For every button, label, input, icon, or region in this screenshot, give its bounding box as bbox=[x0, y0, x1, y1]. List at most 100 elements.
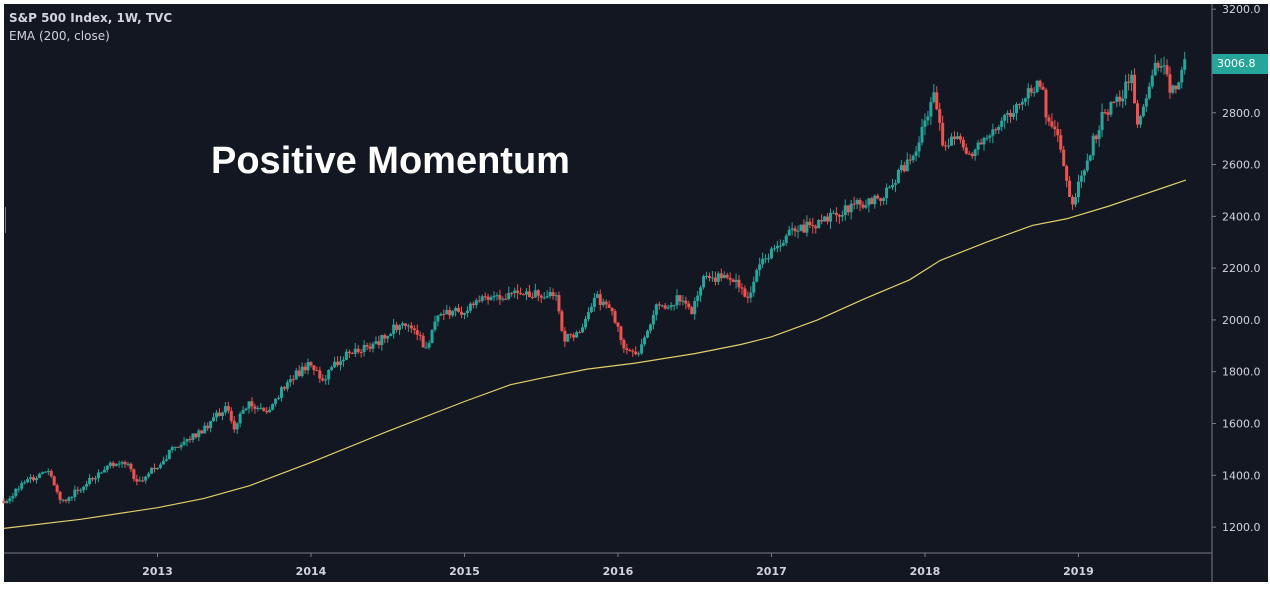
candle bbox=[185, 438, 189, 447]
candle bbox=[309, 361, 313, 368]
candle bbox=[389, 332, 393, 337]
candle bbox=[973, 148, 977, 161]
candle bbox=[802, 219, 806, 233]
candle bbox=[144, 475, 148, 484]
candle bbox=[693, 297, 697, 320]
price-tick-label: 1800.0 bbox=[1222, 366, 1261, 379]
candle bbox=[852, 196, 856, 210]
candle bbox=[55, 483, 59, 495]
price-axis[interactable]: 1200.0 1400.0 1600.0 1800.0 2000.0 2200.0 2400… bbox=[1212, 3, 1261, 534]
candle bbox=[1094, 134, 1098, 144]
candle bbox=[566, 333, 570, 343]
candle bbox=[1124, 74, 1128, 106]
candle bbox=[61, 498, 65, 503]
candle bbox=[595, 291, 599, 299]
candle bbox=[1180, 66, 1184, 89]
candle bbox=[734, 273, 738, 289]
candle bbox=[1076, 174, 1080, 203]
candles-layer bbox=[2, 51, 1187, 504]
annotation-text: Positive Momentum bbox=[211, 140, 570, 182]
candle bbox=[858, 197, 862, 212]
candle bbox=[392, 318, 396, 339]
candle bbox=[253, 403, 257, 414]
candle bbox=[1023, 97, 1027, 107]
candle bbox=[114, 463, 118, 467]
candle bbox=[578, 330, 582, 334]
candle bbox=[1044, 87, 1048, 125]
candle bbox=[911, 154, 915, 163]
candle bbox=[386, 335, 390, 343]
chart-frame bbox=[4, 4, 1268, 582]
candle bbox=[433, 315, 437, 333]
candle bbox=[592, 293, 596, 312]
candle bbox=[1071, 194, 1075, 210]
candle bbox=[1162, 56, 1166, 75]
candle bbox=[778, 239, 782, 252]
candle bbox=[123, 460, 127, 469]
candle bbox=[170, 445, 174, 453]
candle bbox=[265, 407, 269, 415]
pane-resize-handle[interactable] bbox=[5, 207, 6, 233]
candle bbox=[645, 329, 649, 339]
candle bbox=[353, 342, 357, 358]
candle bbox=[64, 498, 68, 504]
candle bbox=[436, 315, 440, 327]
candle bbox=[952, 131, 956, 146]
candle bbox=[88, 474, 92, 486]
candle bbox=[158, 462, 162, 470]
candle bbox=[212, 412, 216, 422]
candle bbox=[976, 139, 980, 156]
candle bbox=[442, 309, 446, 321]
indicator-label[interactable]: EMA (200, close) bbox=[9, 29, 110, 43]
candle bbox=[988, 133, 992, 143]
candle bbox=[1103, 109, 1107, 115]
candle bbox=[465, 306, 469, 318]
candle bbox=[784, 233, 788, 246]
candle bbox=[229, 407, 233, 424]
candle bbox=[8, 495, 12, 504]
candle bbox=[179, 442, 183, 451]
candle bbox=[1174, 85, 1178, 94]
candle bbox=[740, 283, 744, 295]
candle bbox=[462, 312, 466, 320]
candle bbox=[982, 136, 986, 151]
candle bbox=[155, 467, 159, 471]
candle bbox=[282, 385, 286, 391]
candle bbox=[412, 325, 416, 335]
candle bbox=[223, 401, 227, 416]
candle bbox=[793, 225, 797, 237]
time-axis[interactable]: 2013 2014 2015 2016 2017 2018 2019 bbox=[142, 553, 1094, 578]
candle bbox=[477, 295, 481, 303]
candle bbox=[961, 136, 965, 151]
candle bbox=[1041, 82, 1045, 91]
candle bbox=[132, 468, 136, 482]
candle bbox=[586, 307, 590, 322]
candle bbox=[584, 316, 588, 330]
candle bbox=[1112, 100, 1116, 104]
candle bbox=[445, 304, 449, 315]
candle bbox=[176, 446, 180, 449]
candle bbox=[1165, 59, 1169, 77]
candle bbox=[755, 268, 759, 283]
candle bbox=[964, 143, 968, 155]
candle bbox=[840, 210, 844, 222]
candle bbox=[533, 283, 537, 298]
candle bbox=[1150, 69, 1154, 89]
candle bbox=[468, 301, 472, 314]
candle bbox=[406, 323, 410, 332]
time-tick-label: 2015 bbox=[449, 565, 480, 578]
candle bbox=[1156, 60, 1160, 72]
candle bbox=[200, 429, 204, 434]
candle bbox=[141, 476, 145, 483]
candle bbox=[460, 306, 464, 319]
ema-line-layer bbox=[3, 179, 1187, 529]
candle bbox=[625, 343, 629, 355]
candle bbox=[826, 213, 830, 225]
candle bbox=[855, 198, 859, 210]
candle bbox=[409, 321, 413, 333]
candle bbox=[403, 323, 407, 330]
symbol-title[interactable]: S&P 500 Index, 1W, TVC bbox=[9, 11, 173, 25]
candle bbox=[849, 200, 853, 220]
candle bbox=[601, 298, 605, 308]
